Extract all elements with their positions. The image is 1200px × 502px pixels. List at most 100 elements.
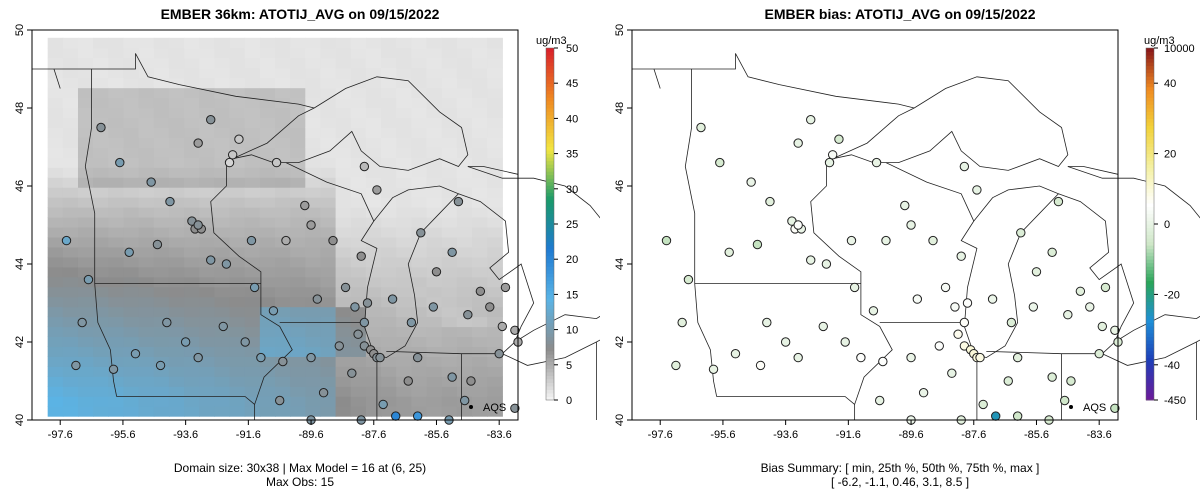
model-cell [108,37,125,49]
model-cell [153,296,170,308]
model-cell [396,276,412,288]
model-cell [441,346,458,357]
model-cell [199,346,215,357]
colorbar-step [1146,248,1154,253]
aqs-bias-marker [755,360,766,371]
aqs-station-marker [83,274,94,285]
model-cell [138,207,155,218]
model-cell [305,47,322,59]
colorbar-step [1146,357,1154,362]
colorbar-step [546,97,554,102]
model-cell [108,147,125,158]
model-cell [350,157,367,168]
model-cell [441,187,458,198]
model-cell [275,87,291,99]
colorbar-step [1146,76,1154,81]
model-cell [229,127,246,138]
colorbar-step [546,48,554,53]
model-cell [62,117,79,128]
colorbar-step [546,51,554,56]
model-cell [381,137,397,148]
model-cell [396,286,412,298]
model-cell [229,236,246,248]
model-cell [184,57,200,69]
model-cell [365,276,382,288]
model-cell [290,216,306,228]
model-cell [214,286,231,298]
aqs-station-marker [240,337,250,347]
aqs-bias-marker [1012,411,1023,421]
model-cell [138,356,155,367]
colorbar-step [546,62,554,67]
model-cell [199,97,215,109]
model-cell [290,266,306,278]
model-cell [123,107,140,119]
model-cell [472,236,488,248]
model-cell [168,67,185,79]
model-cell [350,256,367,268]
model-cell [93,167,109,178]
colorbar-step [1146,287,1154,292]
aqs-station-marker [306,352,316,363]
model-cell [214,57,231,69]
model-cell [290,276,306,288]
model-cell [138,216,155,228]
model-cell [365,286,382,298]
model-cell [244,256,261,268]
colorbar-step [1146,378,1154,383]
model-cell [275,226,291,238]
aqs-bias-marker [1059,395,1070,406]
aqs-station-marker [406,317,417,328]
model-cell [396,127,412,138]
model-cell [138,396,155,407]
colorbar-step [546,255,554,260]
model-cell [456,77,473,89]
model-cell [138,187,155,198]
colorbar-step [1146,304,1154,309]
model-cell [123,216,140,228]
model-cell [320,306,337,318]
model-cell [138,157,155,168]
model-cell [62,187,79,198]
model-cell [350,336,367,348]
model-cell [259,167,276,178]
aqs-station-marker [453,196,464,207]
boundary-line [84,69,96,284]
model-cell [365,177,382,188]
model-cell [47,87,64,99]
model-cell [123,37,140,49]
model-cell [275,336,291,348]
colorbar-step [1146,125,1154,130]
colorbar-step [546,392,554,397]
model-cell [229,286,246,298]
model-cell [411,37,428,49]
model-cell [229,67,246,79]
aqs-station-marker [162,317,172,328]
model-cell [168,226,185,238]
model-cell [320,366,337,377]
model-cell [487,47,503,59]
colorbar-step [546,167,554,172]
model-cell [290,87,306,99]
model-cell [411,87,428,99]
x-tick-label: -93.6 [173,429,198,441]
model-cell [335,296,352,308]
model-cell [350,216,367,228]
colorbar-step [1146,224,1154,229]
model-cell [199,147,215,158]
model-cell [441,67,458,79]
model-cell [335,216,352,228]
model-cell [381,306,397,318]
plot-frame [631,29,1119,421]
model-cell [259,216,276,228]
model-cell [275,97,291,109]
colorbar-step [546,280,554,285]
model-cell [472,107,488,119]
model-cell [138,306,155,318]
colorbar-tick-label: 15 [566,289,578,301]
model-cell [456,117,473,128]
colorbar-step [1146,361,1154,366]
model-cell [350,406,367,417]
model-cell [184,346,200,357]
aqs-bias-marker [765,196,775,207]
